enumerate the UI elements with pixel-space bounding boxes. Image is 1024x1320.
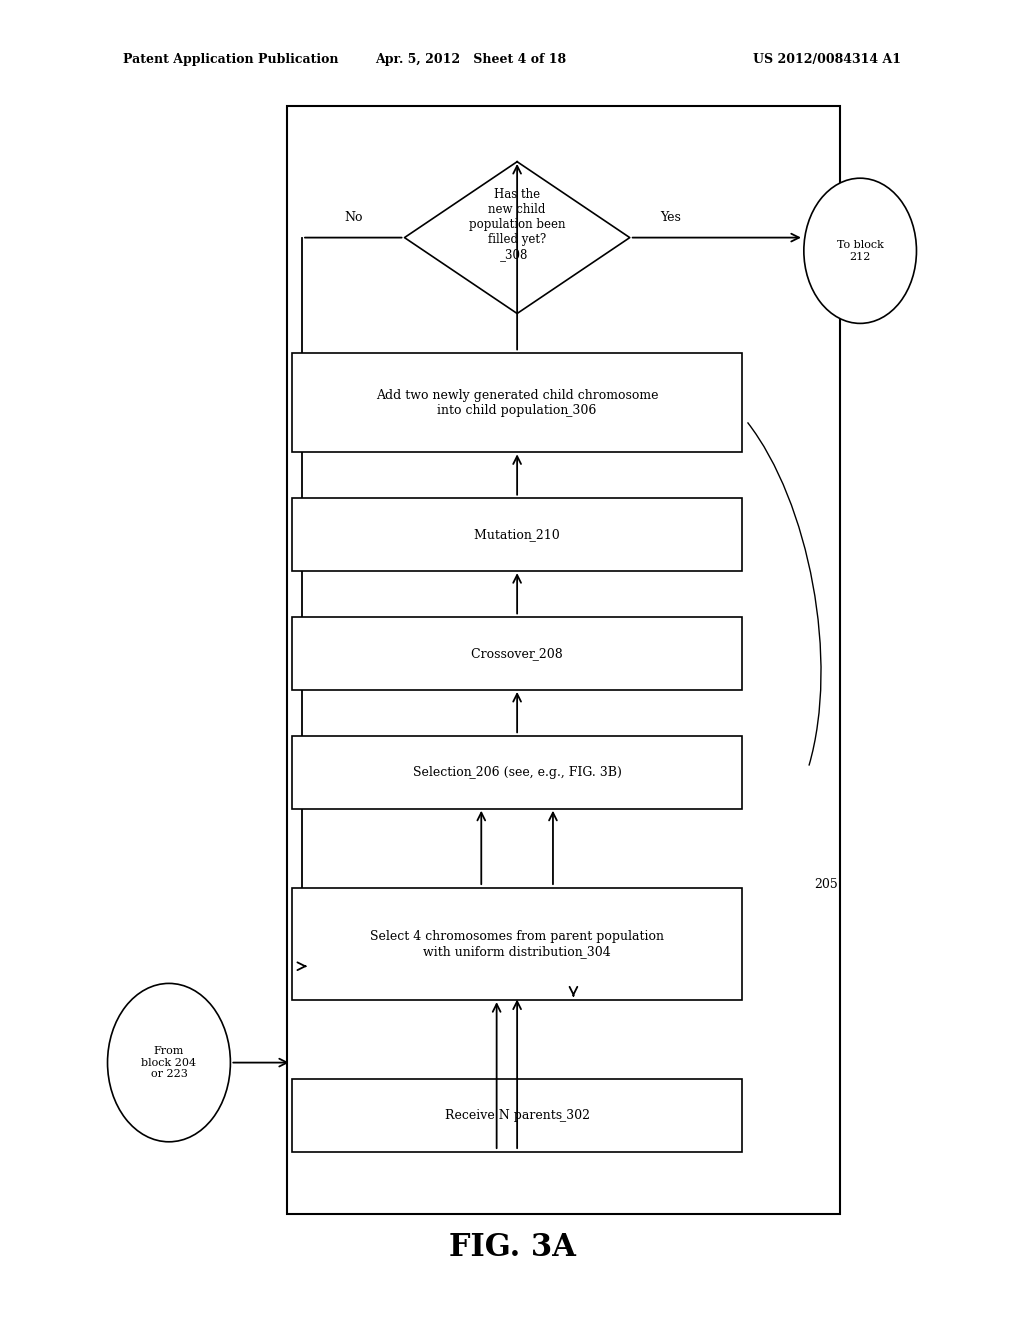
Text: Mutation ̲210: Mutation ̲210 xyxy=(474,528,560,541)
Text: No: No xyxy=(344,211,362,224)
FancyBboxPatch shape xyxy=(292,618,742,689)
FancyBboxPatch shape xyxy=(292,1080,742,1151)
Polygon shape xyxy=(404,162,630,314)
Text: 205: 205 xyxy=(814,878,838,891)
Text: From
block 204
or 223: From block 204 or 223 xyxy=(141,1045,197,1080)
Text: Crossover ̲208: Crossover ̲208 xyxy=(471,647,563,660)
FancyBboxPatch shape xyxy=(292,737,742,808)
Text: FIG. 3A: FIG. 3A xyxy=(449,1232,575,1263)
Text: Selection ̲206 (see, e.g., FIG. 3B): Selection ̲206 (see, e.g., FIG. 3B) xyxy=(413,766,622,779)
Text: Yes: Yes xyxy=(660,211,681,224)
Text: Patent Application Publication: Patent Application Publication xyxy=(123,53,338,66)
Text: Add two newly generated child chromosome
into child population ̲306: Add two newly generated child chromosome… xyxy=(376,388,658,417)
Text: To block
212: To block 212 xyxy=(837,240,884,261)
Text: Select 4 chromosomes from parent population
with uniform distribution ̲304: Select 4 chromosomes from parent populat… xyxy=(370,929,665,958)
Text: Apr. 5, 2012   Sheet 4 of 18: Apr. 5, 2012 Sheet 4 of 18 xyxy=(376,53,566,66)
FancyBboxPatch shape xyxy=(292,354,742,451)
FancyBboxPatch shape xyxy=(292,498,742,570)
Circle shape xyxy=(108,983,230,1142)
Text: Receive N parents ̲302: Receive N parents ̲302 xyxy=(444,1109,590,1122)
Text: Has the
new child
population been
filled yet?
̲308: Has the new child population been filled… xyxy=(469,187,565,261)
Text: US 2012/0084314 A1: US 2012/0084314 A1 xyxy=(753,53,901,66)
FancyBboxPatch shape xyxy=(292,888,742,1001)
FancyBboxPatch shape xyxy=(287,106,840,1214)
Circle shape xyxy=(804,178,916,323)
